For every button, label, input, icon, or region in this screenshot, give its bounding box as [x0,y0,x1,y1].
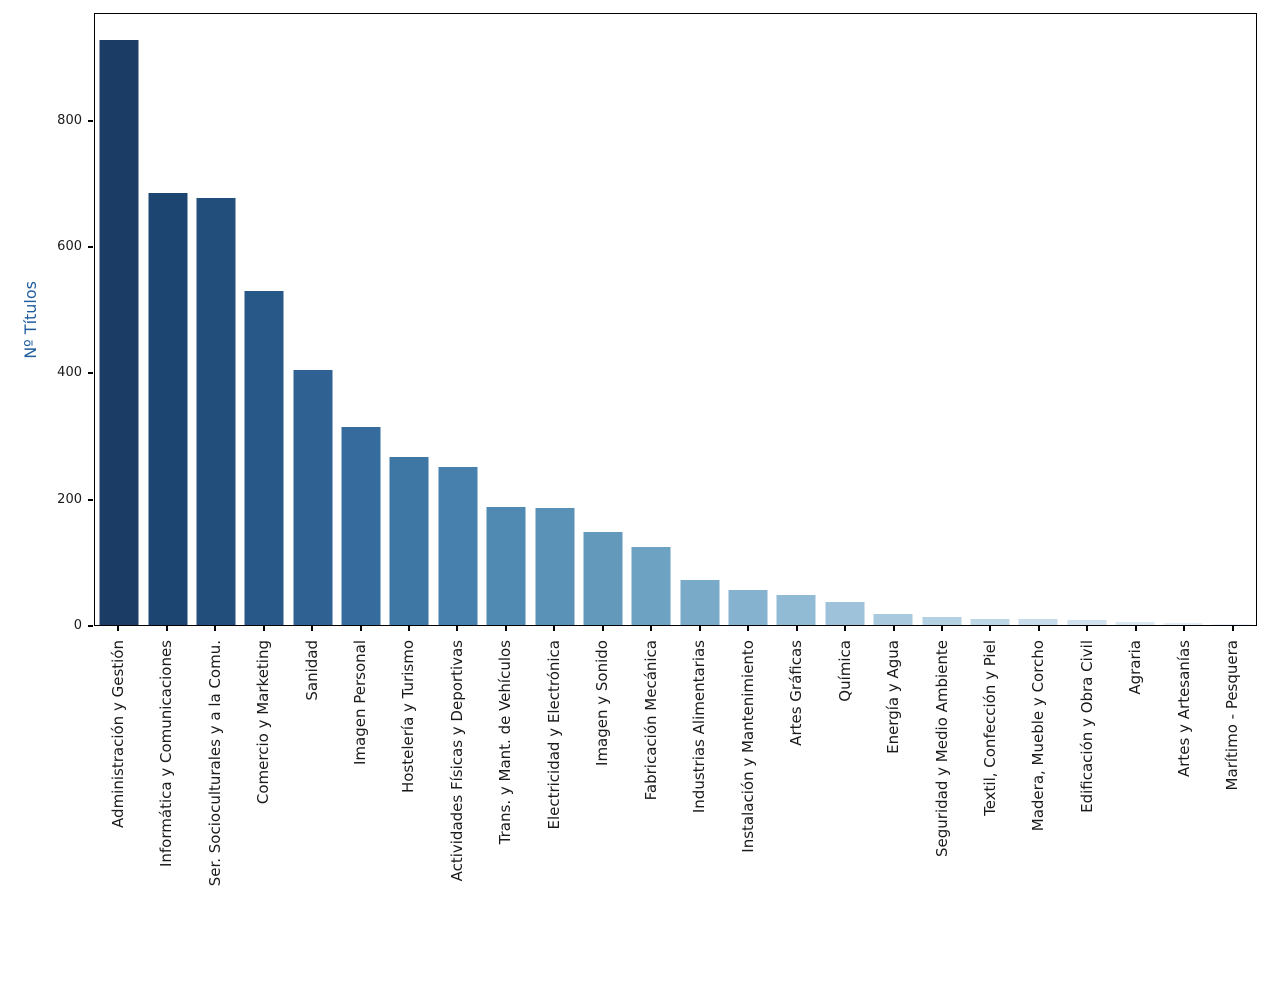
x-tick-mark [650,626,653,631]
y-tick-label: 400 [57,365,82,381]
y-tick-mark [88,372,93,375]
x-category-label: Artes y Artesanías [1174,640,1193,777]
x-category-label: Imagen y Sonido [593,640,612,766]
bar [922,617,962,625]
y-tick-label: 0 [73,618,82,633]
x-tick-mark [1231,626,1234,631]
x-category-label: Fabricación Mecánica [641,640,660,801]
bar [776,594,816,625]
bar [825,602,865,625]
bar [535,507,575,625]
x-category-label: Energía y Agua [884,640,903,754]
bar [1115,621,1155,625]
bar [486,506,526,625]
x-tick-mark [214,626,217,631]
x-category-label: Marítimo - Pesquera [1223,640,1242,791]
x-category-label: Edificación y Obra Civil [1077,640,1096,813]
bar [1067,619,1107,625]
y-tick-mark [88,625,93,627]
x-category-label: Ser. Socioculturales y a la Comu. [205,640,224,887]
x-category-label: Agraria [1126,640,1145,695]
plot-area [94,13,1257,626]
x-tick-mark [165,626,168,631]
x-tick-mark [117,626,120,631]
bar [148,192,188,625]
x-category-label: Artes Gráficas [787,640,806,746]
x-tick-mark [504,626,507,631]
x-category-label: Sanidad [302,640,321,701]
x-tick-mark [456,626,459,631]
x-tick-mark [1086,626,1089,631]
x-category-label: Trans. y Mant. de Vehículos [496,640,515,845]
x-category-label: Seguridad y Medio Ambiente [932,640,951,857]
bar [970,618,1010,625]
y-tick-label: 200 [57,491,82,507]
x-tick-mark [941,626,944,631]
x-category-label: Actividades Físicas y Deportivas [447,640,466,882]
x-tick-mark [553,626,556,631]
bar [1018,619,1058,625]
x-tick-mark [844,626,847,631]
x-tick-mark [407,626,410,631]
x-tick-mark [1183,626,1186,631]
x-tick-mark [311,626,314,631]
x-tick-mark [262,626,265,631]
bar [1212,624,1252,625]
bar [389,457,429,625]
x-category-label: Electricidad y Electrónica [544,640,563,830]
x-category-label: Hostelería y Turismo [399,640,418,794]
bar [680,580,720,625]
x-tick-mark [698,626,701,631]
x-tick-mark [1134,626,1137,631]
bar [873,613,913,625]
bar [631,546,671,625]
x-category-label: Imagen Personal [351,640,370,766]
x-tick-mark [892,626,895,631]
bar [196,198,236,625]
x-tick-mark [359,626,362,631]
bar [341,427,381,625]
bar [583,531,623,625]
x-category-label: Química [835,640,854,702]
y-tick-mark [88,119,93,122]
y-tick-label: 800 [57,112,82,128]
bar [293,370,333,625]
x-category-label: Instalación y Mantenimiento [738,640,757,853]
x-tick-mark [601,626,604,631]
y-tick-label: 600 [57,239,82,255]
y-tick-mark [88,246,93,249]
x-category-label: Comercio y Marketing [254,640,273,805]
y-axis-title: Nº Títulos [20,280,40,359]
bar [244,290,284,625]
bar [99,39,139,625]
bar [438,467,478,625]
x-category-label: Informática y Comunicaciones [157,640,176,868]
x-tick-mark [1037,626,1040,631]
x-category-label: Madera, Mueble y Corcho [1029,640,1048,832]
bar [728,589,768,625]
x-category-label: Administración y Gestión [108,640,127,828]
y-tick-mark [88,498,93,501]
x-tick-mark [747,626,750,631]
bar [1163,623,1203,625]
x-tick-mark [795,626,798,631]
x-category-label: Industrias Alimentarias [690,640,709,814]
x-category-label: Textil, Confección y Piel [980,640,999,816]
x-tick-mark [989,626,992,631]
